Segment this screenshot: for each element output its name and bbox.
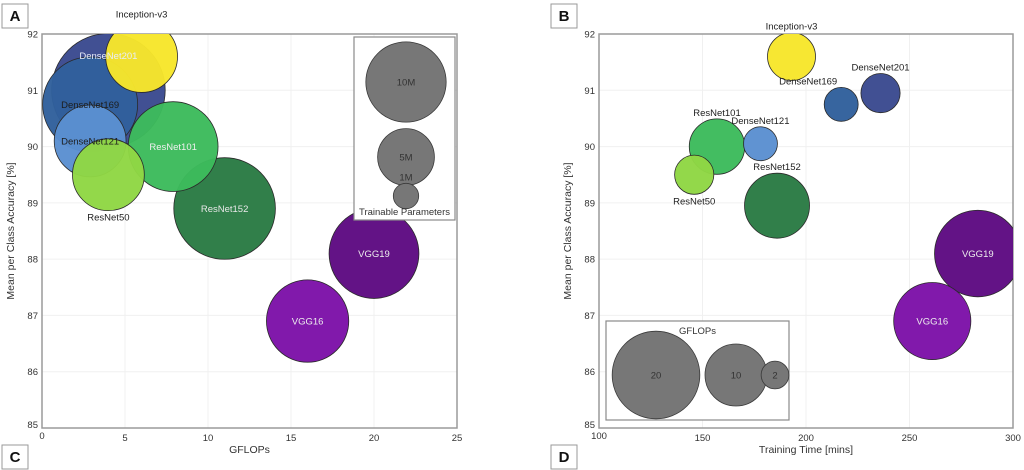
panel-label-a: A: [1, 3, 29, 29]
chart-b: 100 150 200 250 300 85 86 87 88 89 90 91 92 Training …: [562, 22, 1021, 456]
bubble-densenet201: [860, 73, 901, 114]
legend-label-10: 10: [731, 371, 742, 382]
bubble-inception-v3: [105, 34, 178, 93]
svg-text:C: C: [10, 449, 21, 466]
x-tick-label: 300: [1005, 433, 1021, 444]
svg-text:B: B: [559, 8, 570, 25]
y-tick-label: 87: [584, 311, 595, 322]
chart-a-plot-frame: [41, 33, 458, 429]
y-tick-label: 89: [584, 198, 595, 209]
y-tick-label: 86: [584, 367, 595, 378]
legend-label-5m: 5M: [399, 153, 412, 164]
bubble-densenet169: [823, 86, 859, 122]
bubble-resnet50: [72, 138, 145, 212]
bubble-vgg19: [934, 209, 1013, 298]
svg-text:A: A: [10, 8, 21, 25]
legend-title: GFLOPs: [679, 326, 716, 337]
legend-label-2: 2: [772, 371, 777, 382]
point-label-densenet169: DenseNet169: [779, 76, 837, 87]
point-label-resnet152: ResNet152: [201, 204, 249, 215]
x-tick-label: 10: [203, 433, 214, 444]
point-label-densenet201: DenseNet201: [851, 63, 909, 74]
panel-label-b: B: [550, 3, 578, 29]
point-label-vgg19: VGG19: [358, 249, 390, 260]
bubble-vgg16: [266, 279, 350, 363]
point-label-inception-v3: Inception-v3: [766, 22, 818, 33]
chart-a-point-labels: DenseNet201 ResNet152 DenseNet169 ResNet101…: [61, 10, 390, 328]
panel-label-c: C: [1, 444, 29, 470]
y-tick-label: 87: [27, 311, 38, 322]
chart-b-x-axis-title: Training Time [mins]: [759, 444, 853, 456]
y-tick-label: 92: [27, 30, 38, 41]
y-tick-label: 88: [27, 255, 38, 266]
point-label-densenet121: DenseNet121: [731, 116, 789, 127]
chart-b-bubbles: [674, 34, 1013, 361]
y-tick-label: 91: [584, 86, 595, 97]
chart-b-legend: 20 10 2 GFLOPs: [605, 320, 790, 421]
x-tick-label: 25: [452, 433, 463, 444]
bubble-densenet121: [743, 126, 778, 162]
x-tick-label: 250: [902, 433, 918, 444]
chart-a: 0 5 10 15 20 25 85 86 87 88 89 90 91 92 GFLOPs Mean per…: [5, 10, 462, 456]
y-tick-label: 85: [584, 420, 595, 431]
point-label-resnet50: ResNet50: [87, 213, 129, 224]
point-label-resnet152: ResNet152: [753, 162, 801, 173]
x-tick-label: 5: [122, 433, 127, 444]
point-label-vgg16: VGG16: [292, 317, 324, 328]
point-label-vgg16: VGG16: [916, 317, 948, 328]
bubble-resnet50: [674, 154, 715, 195]
point-label-resnet101: ResNet101: [693, 108, 741, 119]
legend-label-1m: 1M: [399, 172, 412, 183]
y-tick-label: 92: [584, 30, 595, 41]
chart-a-x-axis-title: GFLOPs: [229, 444, 270, 456]
x-tick-label: 15: [286, 433, 297, 444]
y-tick-label: 90: [27, 142, 38, 153]
bubble-inception-v3: [767, 34, 816, 81]
y-tick-label: 89: [27, 198, 38, 209]
chart-a-legend: 10M 5M 1M Trainable Parameters: [353, 36, 456, 221]
bubble-vgg16: [893, 282, 972, 361]
legend-bubble-1m: [392, 182, 420, 210]
point-label-densenet201: DenseNet201: [79, 51, 137, 62]
legend-bubble-10m: [365, 41, 447, 123]
point-label-vgg19: VGG19: [962, 249, 994, 260]
chart-b-point-labels: VGG19 VGG16 ResNet152 ResNet101 Inception-v3…: [673, 22, 994, 328]
x-tick-label: 100: [591, 431, 607, 442]
x-tick-label: 0: [39, 431, 44, 442]
point-label-resnet101: ResNet101: [149, 142, 197, 153]
x-tick-label: 150: [695, 433, 711, 444]
bubble-resnet152: [744, 172, 810, 239]
point-label-densenet121: DenseNet121: [61, 136, 119, 147]
y-tick-label: 90: [584, 142, 595, 153]
y-tick-label: 91: [27, 86, 38, 97]
y-tick-label: 88: [584, 255, 595, 266]
chart-a-y-axis-title: Mean per Class Accuracy [%]: [5, 162, 17, 299]
legend-bubble-20: [611, 330, 701, 420]
legend-label-20: 20: [651, 371, 662, 382]
point-label-inception-v3: Inception-v3: [116, 10, 168, 21]
legend-bubble-2: [760, 360, 790, 390]
point-label-resnet50: ResNet50: [673, 196, 715, 207]
y-tick-label: 85: [27, 420, 38, 431]
point-label-densenet169: DenseNet169: [61, 100, 119, 111]
legend-label-10m: 10M: [397, 78, 416, 89]
svg-text:D: D: [559, 449, 570, 466]
panel-label-d: D: [550, 444, 578, 470]
y-tick-label: 86: [27, 367, 38, 378]
x-tick-label: 200: [798, 433, 814, 444]
chart-b-y-axis-title: Mean per Class Accuracy [%]: [562, 162, 574, 299]
chart-a-bubbles: [42, 34, 420, 363]
legend-title: Trainable Parameters: [359, 207, 450, 218]
x-tick-label: 20: [369, 433, 380, 444]
